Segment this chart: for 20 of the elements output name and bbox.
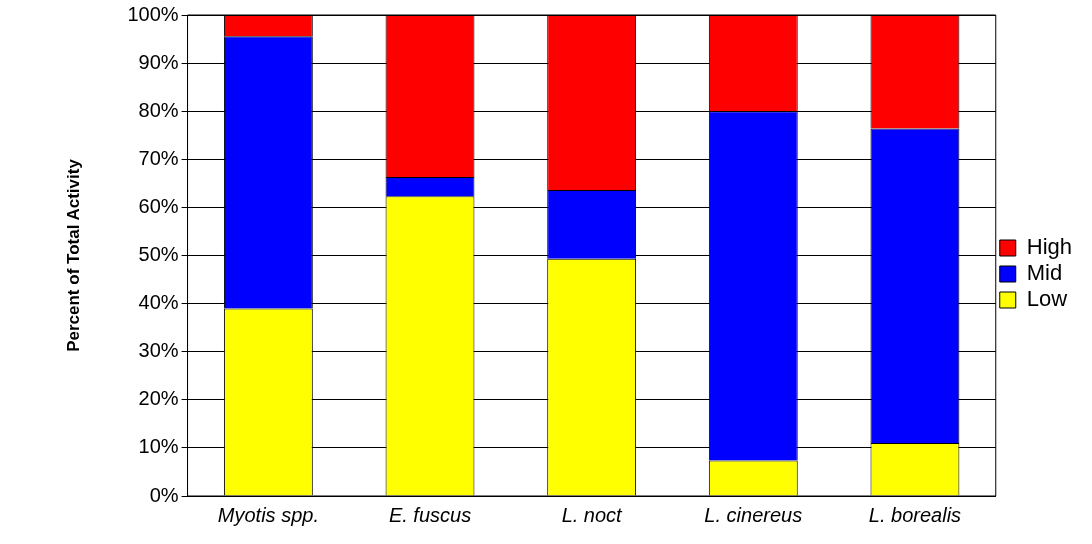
y-tick-label: 100% xyxy=(127,2,179,25)
x-tick-label: L. noct xyxy=(561,503,624,526)
x-tick-label: L. borealis xyxy=(868,503,962,526)
x-tick-label: E. fuscus xyxy=(388,503,472,526)
y-tick-label: 80% xyxy=(138,98,179,121)
y-tick-label: 60% xyxy=(138,194,179,217)
y-tick-label: 90% xyxy=(138,50,179,73)
y-tick-label: 50% xyxy=(138,243,179,266)
x-tick-label: Myotis spp. xyxy=(217,503,319,526)
y-tick-label: 0% xyxy=(149,483,179,506)
legend-label: Low xyxy=(1026,286,1068,312)
y-axis-title: Percent of Total Activity xyxy=(63,158,83,352)
legend-label: Mid xyxy=(1026,260,1063,286)
x-tick-label: L. cinereus xyxy=(704,503,803,526)
y-tick-label: 30% xyxy=(138,339,179,362)
y-tick-label: 70% xyxy=(138,146,179,169)
y-tick-label: 20% xyxy=(138,387,179,410)
y-tick-label: 40% xyxy=(138,291,179,314)
legend-label: High xyxy=(1026,234,1072,260)
y-tick-label: 10% xyxy=(138,435,179,458)
